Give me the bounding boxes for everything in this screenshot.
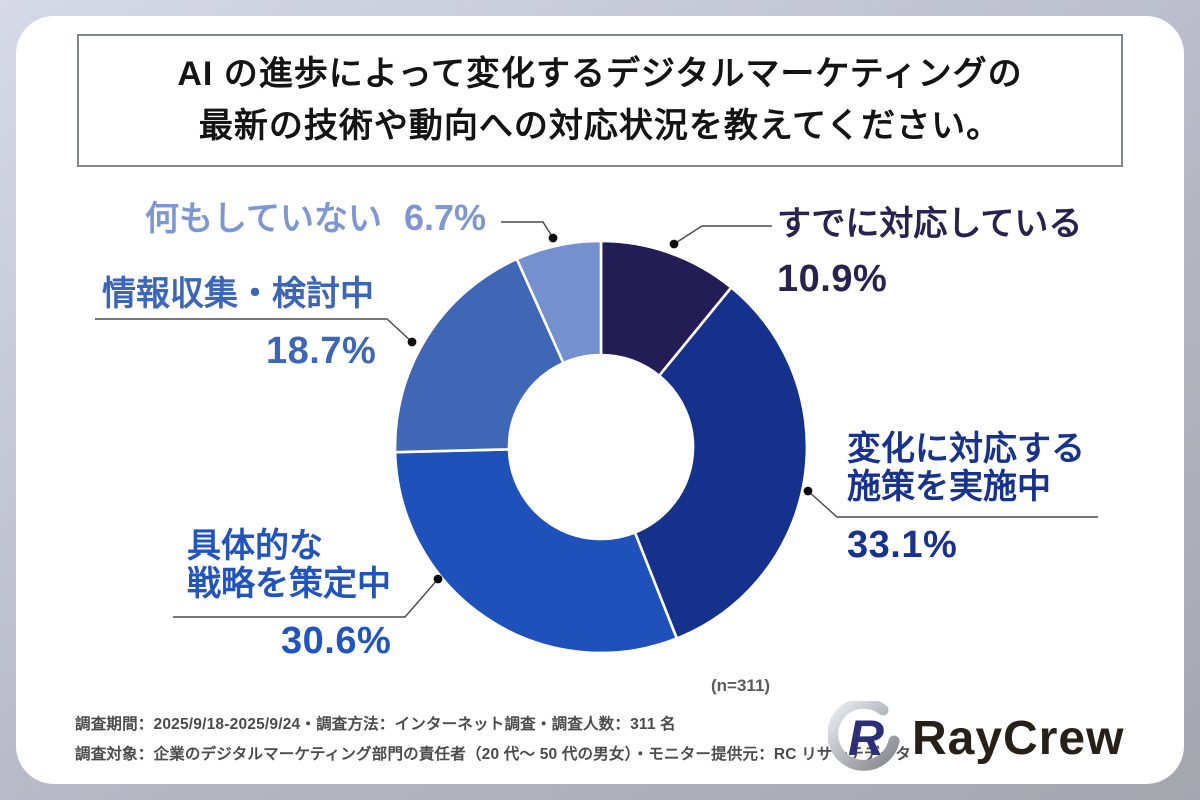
- footer-line-2: 調査対象：企業のデジタルマーケティング部門の責任者（20 代～ 50 代の男女）…: [75, 746, 912, 763]
- callout-info-percent: 18.7%: [266, 330, 376, 373]
- callout-info-label: 情報収集・検討中: [102, 275, 374, 313]
- callout-info-percent-text: 18.7%: [266, 330, 377, 372]
- callout-already-percent-text: 10.9%: [777, 258, 888, 300]
- callout-already-percent: 10.9%: [777, 258, 887, 301]
- donut-chart: [391, 237, 811, 657]
- callout-strategy-percent: 30.6%: [281, 620, 391, 663]
- brand-name-text: RayCrew: [912, 711, 1125, 765]
- raycrew-emblem-icon: R: [828, 701, 900, 771]
- callout-info-label-text: 情報収集・検討中: [102, 275, 374, 313]
- donut-segment-18.7%: [393, 257, 565, 454]
- survey-methodology-footer: 調査期間：2025/9/18-2025/9/24・調査方法：インターネット調査・…: [75, 710, 911, 770]
- donut-segment-33.1%: [633, 286, 809, 640]
- callout-none: 何もしていない 6.7%: [145, 197, 487, 238]
- sample-size-note: (n=311): [711, 676, 771, 695]
- callout-none-label: 何もしていない: [145, 200, 382, 238]
- donut-chart-svg: [393, 239, 809, 655]
- callout-change-label-line1: 変化に対応する: [847, 430, 1085, 468]
- callout-already-label: すでに対応している: [777, 205, 1082, 243]
- callout-strategy-label-line2: 戦略を策定中: [187, 565, 391, 604]
- callout-change-label-line2: 施策を実施中: [847, 468, 1051, 507]
- survey-question-line-2: 最新の技術や動向への対応状況を教えてください。: [198, 106, 1002, 145]
- brand-logo: R RayCrew: [828, 701, 1124, 775]
- callout-change-percent: 33.1%: [847, 524, 957, 567]
- callout-change-percent-text: 33.1%: [847, 524, 958, 566]
- survey-question-box: AI の進歩によって変化するデジタルマーケティングの 最新の技術や動向への対応状…: [77, 34, 1123, 167]
- callout-strategy-percent-text: 30.6%: [281, 620, 392, 662]
- footer-line-1: 調査期間：2025/9/18-2025/9/24・調査方法：インターネット調査・…: [75, 716, 676, 733]
- donut-segment-6.7%: [515, 239, 603, 365]
- callout-already-label-text: すでに対応している: [777, 205, 1083, 243]
- callout-strategy-label: 具体的な 戦略を策定中: [187, 527, 391, 603]
- callout-none-percent: 6.7%: [403, 197, 487, 238]
- donut-segment-30.6%: [393, 448, 679, 655]
- callout-strategy-label-line1: 具体的な: [187, 527, 323, 565]
- survey-question-line-1: AI の進歩によって変化するデジタルマーケティングの: [177, 54, 1023, 93]
- callout-change-label: 変化に対応する 施策を実施中: [847, 430, 1085, 506]
- svg-text:R: R: [848, 710, 884, 766]
